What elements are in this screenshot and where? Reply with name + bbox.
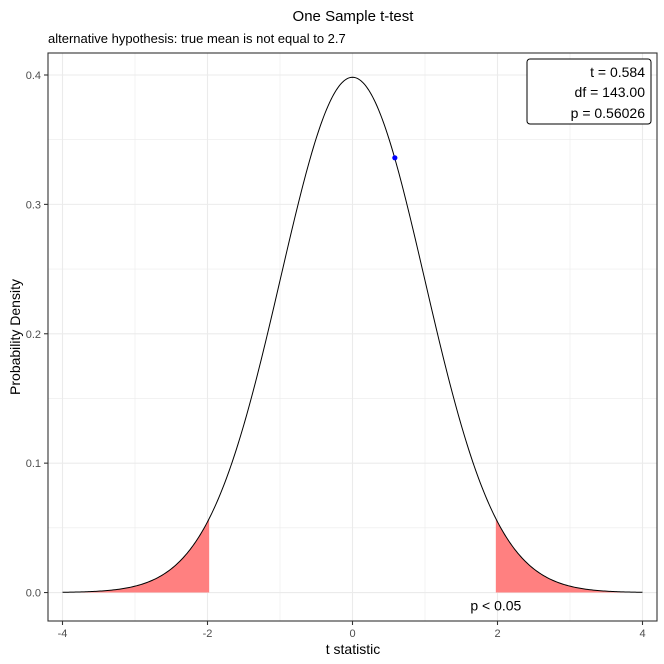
chart-title: One Sample t-test [293, 8, 415, 25]
y-tick-label: 0.1 [26, 458, 41, 470]
rejection-region-right [495, 518, 643, 593]
x-tick-label: 4 [639, 628, 645, 640]
rejection-label: p < 0.05 [470, 597, 521, 613]
stats-box: t = 0.584 df = 143.00 p = 0.56026 [526, 58, 652, 125]
y-tick-label: 0.2 [26, 329, 41, 341]
chart-subtitle: alternative hypothesis: true mean is not… [48, 31, 346, 46]
rejection-region-left [62, 518, 210, 593]
observed-t-point [392, 155, 398, 161]
x-tick-label: 0 [349, 628, 355, 640]
x-axis-title: t statistic [326, 641, 380, 657]
y-axis-title: Probability Density [7, 279, 23, 395]
stats-t-value: t = 0.584 [590, 64, 645, 80]
stats-df-value: df = 143.00 [575, 84, 646, 100]
x-tick-label: -2 [203, 628, 213, 640]
stats-p-value: p = 0.56026 [571, 105, 646, 121]
x-tick-label: -4 [58, 628, 68, 640]
x-tick-label: 2 [494, 628, 500, 640]
stats-box-frame [526, 58, 652, 125]
rejection-regions [62, 518, 643, 593]
y-tick-label: 0.0 [26, 588, 41, 600]
y-tick-label: 0.4 [26, 70, 41, 82]
y-tick-label: 0.3 [26, 199, 41, 211]
density-curve [62, 76, 643, 593]
x-axis-ticks: -4 -2 0 2 4 [58, 621, 646, 640]
y-axis-ticks: 0.0 0.1 0.2 0.3 0.4 [26, 70, 48, 600]
